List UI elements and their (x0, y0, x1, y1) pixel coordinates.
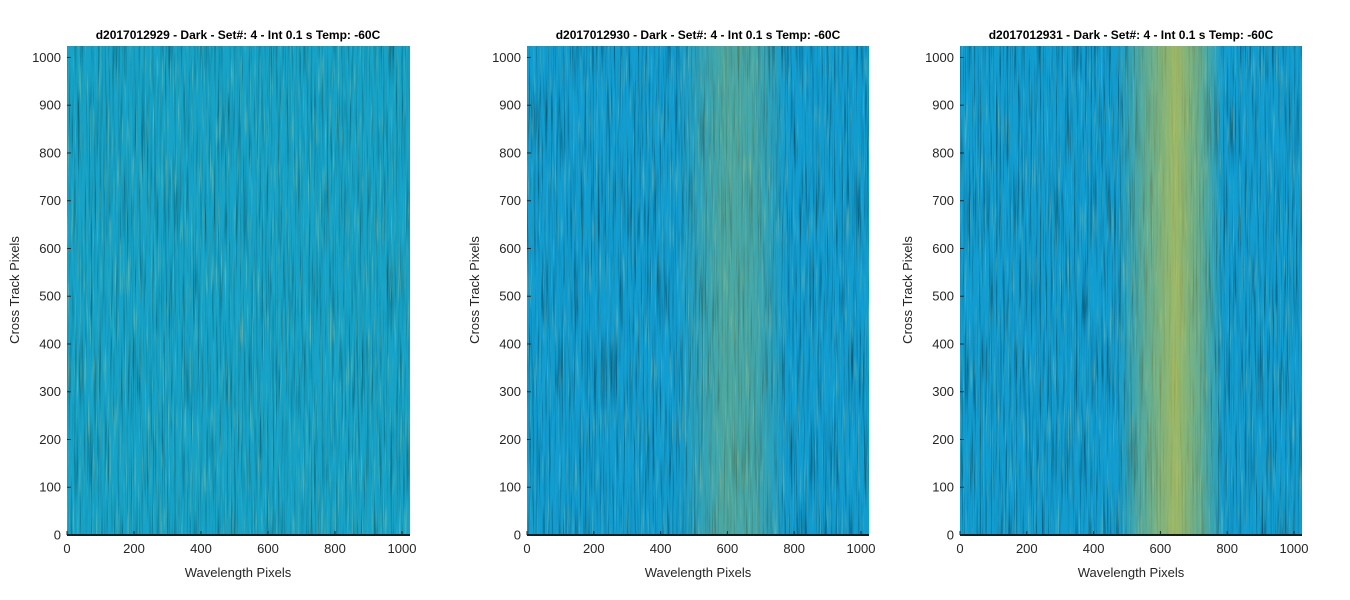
y-tick-label: 700 (499, 193, 521, 208)
y-tick-label: 600 (499, 241, 521, 256)
x-tick-label: 600 (717, 541, 739, 556)
x-tick-label: 1000 (847, 541, 876, 556)
y-tick-label: 400 (499, 336, 521, 351)
y-tick-label: 800 (932, 145, 954, 160)
y-tick-label: 900 (39, 98, 61, 113)
heatmap-panel-2: d2017012930 - Dark - Set#: 4 - Int 0.1 s… (467, 28, 875, 580)
x-axis-label: Wavelength Pixels (185, 565, 292, 580)
y-tick-label: 600 (932, 241, 954, 256)
y-tick-label: 200 (39, 432, 61, 447)
y-axis-label: Cross Track Pixels (7, 236, 22, 344)
x-tick-label: 0 (63, 541, 70, 556)
y-tick-label: 0 (54, 528, 61, 543)
heatmap-image (67, 46, 410, 535)
y-tick-label: 0 (947, 528, 954, 543)
heatmap-panel-1: d2017012929 - Dark - Set#: 4 - Int 0.1 s… (7, 28, 416, 580)
x-tick-label: 1000 (388, 541, 417, 556)
y-tick-label: 200 (932, 432, 954, 447)
x-tick-label: 600 (257, 541, 279, 556)
y-tick-label: 100 (932, 480, 954, 495)
axes: 0 200 400 600 800 1000 0 100 200 300 400 500 600 700 8… (925, 50, 1308, 556)
x-tick-label: 400 (650, 541, 672, 556)
y-tick-label: 900 (932, 98, 954, 113)
x-tick-label: 600 (1150, 541, 1172, 556)
heatmap-image (527, 46, 869, 535)
y-tick-label: 500 (499, 289, 521, 304)
panel-title: d2017012929 - Dark - Set#: 4 - Int 0.1 s… (96, 28, 381, 42)
y-tick-label: 900 (499, 98, 521, 113)
y-tick-label: 0 (514, 528, 521, 543)
x-tick-label: 200 (1016, 541, 1038, 556)
axes: 0 200 400 600 800 1000 0 100 200 300 400 500 600 700 8… (492, 50, 875, 556)
y-tick-label: 600 (39, 241, 61, 256)
x-axis-label: Wavelength Pixels (1078, 565, 1185, 580)
x-axis-label: Wavelength Pixels (645, 565, 752, 580)
y-tick-label: 800 (39, 145, 61, 160)
y-tick-label: 200 (499, 432, 521, 447)
panel-title: d2017012930 - Dark - Set#: 4 - Int 0.1 s… (556, 28, 841, 42)
y-tick-label: 400 (39, 336, 61, 351)
y-tick-label: 700 (932, 193, 954, 208)
panel-title: d2017012931 - Dark - Set#: 4 - Int 0.1 s… (989, 28, 1274, 42)
y-tick-label: 300 (39, 384, 61, 399)
y-tick-label: 1000 (32, 50, 61, 65)
x-tick-label: 1000 (1280, 541, 1309, 556)
x-tick-label: 200 (583, 541, 605, 556)
y-tick-label: 100 (39, 480, 61, 495)
heatmap-panel-3: d2017012931 - Dark - Set#: 4 - Int 0.1 s… (900, 28, 1308, 580)
y-tick-label: 300 (932, 384, 954, 399)
heatmap-image (960, 46, 1302, 535)
x-tick-label: 0 (956, 541, 963, 556)
axes: 0 200 400 600 800 1000 0 100 200 300 400 500 600 700 8… (32, 50, 416, 556)
x-tick-label: 800 (324, 541, 346, 556)
x-tick-label: 400 (1083, 541, 1105, 556)
y-tick-label: 1000 (925, 50, 954, 65)
y-axis-label: Cross Track Pixels (900, 236, 915, 344)
y-tick-label: 1000 (492, 50, 521, 65)
y-tick-label: 700 (39, 193, 61, 208)
y-tick-label: 800 (499, 145, 521, 160)
y-tick-label: 300 (499, 384, 521, 399)
y-tick-label: 400 (932, 336, 954, 351)
y-tick-label: 500 (39, 289, 61, 304)
y-tick-label: 500 (932, 289, 954, 304)
x-tick-label: 200 (123, 541, 145, 556)
x-tick-label: 800 (783, 541, 805, 556)
y-tick-label: 100 (499, 480, 521, 495)
x-tick-label: 800 (1216, 541, 1238, 556)
y-axis-label: Cross Track Pixels (467, 236, 482, 344)
x-tick-label: 400 (190, 541, 212, 556)
x-tick-label: 0 (523, 541, 530, 556)
